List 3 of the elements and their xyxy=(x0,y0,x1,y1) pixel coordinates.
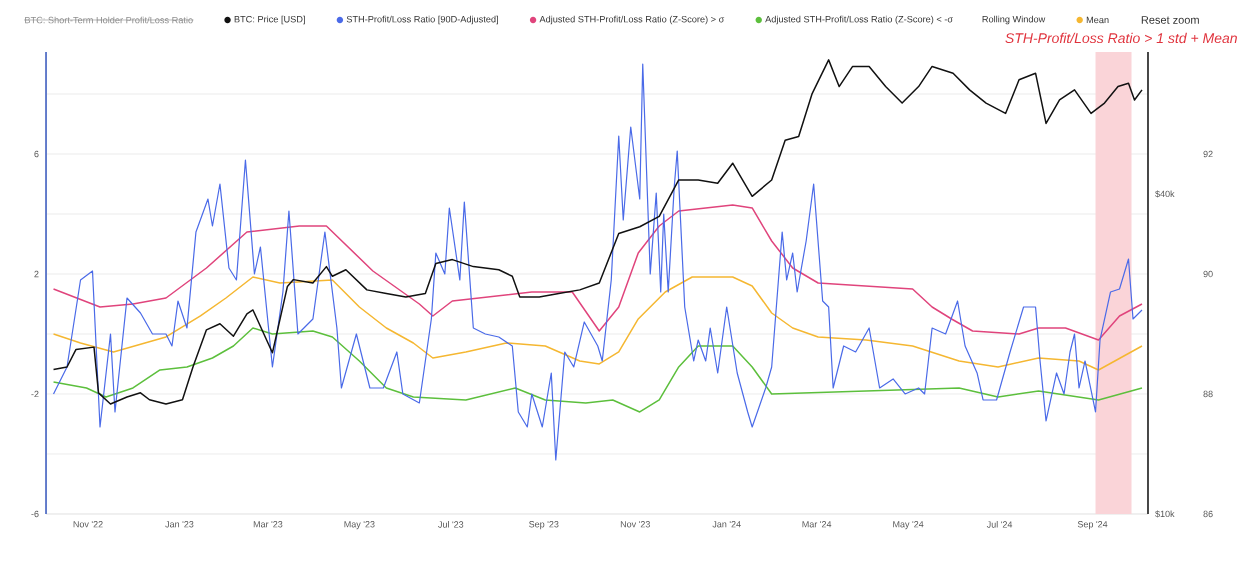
line-series xyxy=(52,327,1143,413)
line-series xyxy=(52,204,1143,341)
line-series xyxy=(52,276,1143,371)
